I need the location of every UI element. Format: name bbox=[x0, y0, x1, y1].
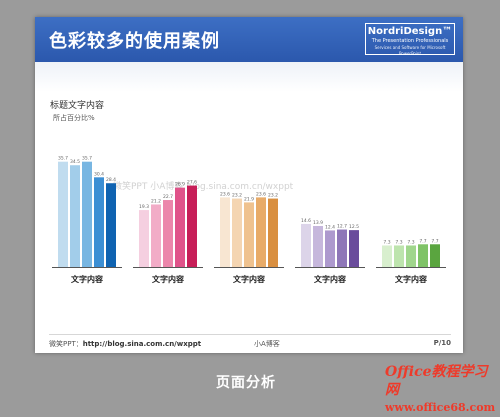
bar-1-4 bbox=[94, 177, 104, 267]
slide-header: 色彩较多的使用案例 NordriDesign™ The Presentation… bbox=[35, 17, 463, 62]
slide: 色彩较多的使用案例 NordriDesign™ The Presentation… bbox=[35, 17, 463, 353]
bar-2-2 bbox=[151, 204, 161, 267]
bar-3-5 bbox=[268, 198, 278, 267]
bar-value-label: 23.6 bbox=[256, 191, 266, 197]
bar-value-label: 14.6 bbox=[301, 218, 311, 224]
slide-title: 色彩较多的使用案例 bbox=[49, 31, 220, 52]
category-label: 文字内容 bbox=[152, 274, 184, 284]
category-label: 文字内容 bbox=[395, 274, 427, 284]
logo-name: NordriDesign™ bbox=[367, 26, 453, 37]
bar-value-label: 34.5 bbox=[70, 159, 80, 165]
bar-2-4 bbox=[175, 187, 185, 267]
bar-4-3 bbox=[325, 230, 335, 267]
bar-4-1 bbox=[301, 223, 311, 267]
bar-1-2 bbox=[70, 165, 80, 267]
bar-value-label: 7.7 bbox=[431, 238, 438, 244]
bar-value-label: 21.2 bbox=[151, 198, 161, 204]
logo-tagline: The Presentation Professionals bbox=[371, 38, 449, 44]
logo-subtagline: Services and Software for Microsoft Powe… bbox=[374, 45, 446, 56]
bar-value-label: 13.9 bbox=[313, 220, 323, 226]
bar-value-label: 21.9 bbox=[244, 196, 254, 202]
footer-credit-label: 微笑PPT： bbox=[49, 340, 83, 348]
category-label: 文字内容 bbox=[71, 274, 103, 284]
bar-4-4 bbox=[337, 229, 347, 267]
footer-blog-name: 小A博客 bbox=[254, 340, 280, 348]
bar-2-5 bbox=[187, 185, 197, 267]
bar-1-3 bbox=[82, 161, 92, 267]
bar-value-label: 7.3 bbox=[383, 239, 390, 245]
footer-divider bbox=[49, 334, 451, 335]
page-caption: 页面分析 bbox=[216, 375, 276, 391]
watermark-line-1: Office教程学习网 bbox=[385, 364, 488, 398]
bar-value-label: 26.9 bbox=[175, 182, 185, 188]
bar-1-5 bbox=[106, 183, 116, 267]
bar-5-1 bbox=[382, 245, 392, 267]
chart-watermark: 微笑PPT 小A博客 blog.sina.com.cn/wxppt bbox=[113, 180, 294, 192]
bar-3-4 bbox=[256, 197, 266, 267]
bar-5-5 bbox=[430, 244, 440, 267]
bar-2-3 bbox=[163, 200, 173, 267]
bar-value-label: 23.2 bbox=[232, 193, 242, 199]
bar-value-label: 12.5 bbox=[349, 224, 359, 230]
bars-layer: 35.734.535.7 30.428.4 文字内容 19.321.222.726.9… bbox=[52, 156, 446, 284]
bar-4-2 bbox=[313, 225, 323, 267]
bar-value-label: 12.7 bbox=[337, 224, 347, 230]
bar-3-2 bbox=[232, 198, 242, 267]
bar-value-label: 27.6 bbox=[187, 180, 197, 186]
bar-value-label: 23.2 bbox=[268, 193, 278, 199]
page-number: P/10 bbox=[433, 339, 451, 347]
bar-value-label: 7.3 bbox=[395, 239, 402, 245]
bar-5-4 bbox=[418, 244, 428, 267]
bar-5-3 bbox=[406, 245, 416, 267]
subheader-band bbox=[35, 62, 463, 92]
category-label: 文字内容 bbox=[233, 274, 265, 284]
bar-1-1 bbox=[58, 161, 68, 267]
bar-value-label: 19.3 bbox=[139, 204, 149, 210]
footer-credit: 微笑PPT：http://blog.sina.com.cn/wxppt bbox=[49, 339, 201, 349]
bar-2-1 bbox=[139, 210, 149, 267]
bar-4-5 bbox=[349, 230, 359, 267]
bar-3-1 bbox=[220, 197, 230, 267]
bar-5-2 bbox=[394, 245, 404, 267]
watermark-line-2: www.office68.com bbox=[385, 401, 496, 414]
site-watermark: Office教程学习网 www.office68.com bbox=[385, 363, 495, 414]
footer-url-link[interactable]: http://blog.sina.com.cn/wxppt bbox=[82, 340, 202, 348]
bar-value-label: 28.4 bbox=[106, 177, 116, 183]
chart-subtitle: 所占百分比% bbox=[53, 113, 95, 122]
bar-chart: 标题文字内容 所占百分比% 微笑PPT 小A博客 blog.sina.com.c… bbox=[50, 99, 446, 284]
bar-value-label: 23.6 bbox=[220, 191, 230, 197]
category-label: 文字内容 bbox=[314, 274, 346, 284]
bar-value-label: 7.7 bbox=[419, 238, 426, 244]
nordridesign-logo: NordriDesign™ The Presentation Professio… bbox=[365, 23, 455, 56]
chart-title: 标题文字内容 bbox=[50, 99, 104, 111]
bar-value-label: 12.4 bbox=[325, 224, 335, 230]
bar-value-label: 7.3 bbox=[407, 239, 414, 245]
bar-value-label: 35.7 bbox=[58, 156, 68, 162]
bar-value-label: 30.4 bbox=[94, 171, 104, 177]
bar-value-label: 35.7 bbox=[82, 156, 92, 162]
bar-3-3 bbox=[244, 202, 254, 267]
bar-value-label: 22.7 bbox=[163, 194, 173, 200]
